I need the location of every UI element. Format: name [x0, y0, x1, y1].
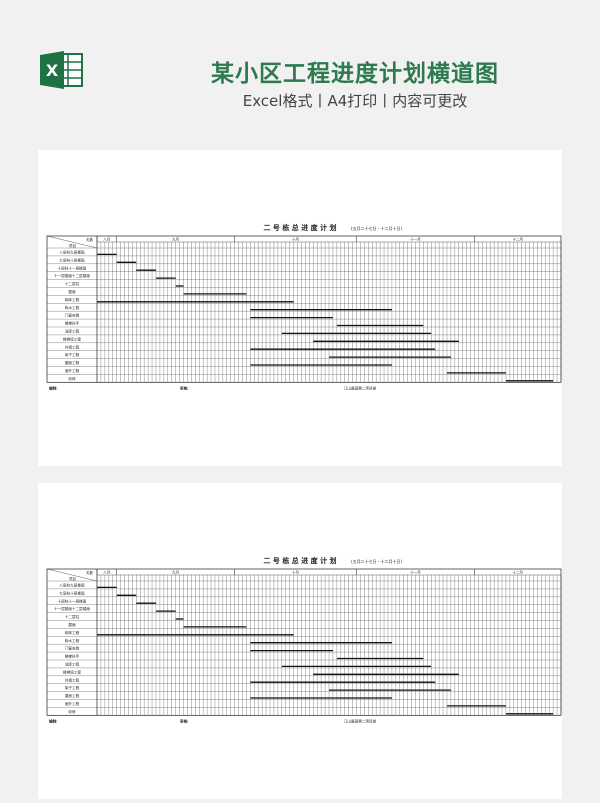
task-name: 门窗安装: [65, 313, 80, 318]
month-label: 九月: [172, 237, 179, 242]
task-name: 屋面工程: [65, 360, 80, 365]
task-name: 十二层柱: [65, 614, 80, 619]
table-border: [46, 568, 562, 716]
corner-diagonal: [46, 568, 98, 582]
svg-text:X: X: [46, 61, 59, 80]
task-name: 十层柱十一层楼面: [58, 265, 87, 270]
excel-logo-icon: X: [40, 50, 84, 90]
corner-bottom-label: 项目: [69, 243, 76, 248]
task-name: 室外工程: [65, 701, 80, 706]
month-label: 十月: [292, 570, 299, 575]
sheet-preview-1: 二 号 栋 总 进 度 计 划 (五月二十七日 - 十二月十日) 天数 项目 八月 九月十…: [38, 150, 562, 466]
task-name: 八层柱九层楼面: [59, 583, 85, 588]
task-name: 屋面工程: [65, 693, 80, 698]
sheet-title-note: (五月二十七日 - 十二月十日): [351, 558, 403, 564]
task-name: 架子工程: [65, 352, 80, 357]
month-label: 十月: [292, 237, 299, 242]
footer-reviewed: 审核:: [180, 385, 189, 390]
task-name: 九层柱十层楼面: [59, 257, 85, 262]
task-name: 架子工程: [65, 685, 80, 690]
footer-prepared: 编制:: [49, 385, 58, 390]
month-label: 八月: [103, 570, 110, 575]
task-name: 室外工程: [65, 368, 80, 373]
task-name: 门窗安装: [65, 646, 80, 651]
gantt-chart: 二 号 栋 总 进 度 计 划 (五月二十七日 - 十二月十日)天数项目八月 九月十…: [46, 223, 562, 390]
task-name: 屋面: [68, 289, 76, 294]
corner-diagonal: [46, 235, 98, 249]
task-name: 外墙工程: [65, 677, 80, 682]
task-name: 砌体工程: [65, 297, 80, 302]
page-title: 某小区工程进度计划横道图: [211, 61, 499, 87]
task-name: 收修: [68, 376, 76, 381]
task-name: 楼梯底工程: [63, 336, 81, 341]
task-name: 收修: [68, 709, 76, 714]
task-name: 十层柱十一层楼面: [58, 598, 87, 603]
sheet-title: 二 号 栋 总 进 度 计 划: [263, 223, 336, 232]
sheet-preview-2: 二 号 栋 总 进 度 计 划 (五月二十七日 - 十二月十日) 天数 项目 八月 九月十…: [38, 483, 562, 799]
footer-reviewed: 审核:: [180, 718, 189, 723]
task-name: 十一层楼面十二层楼面: [54, 606, 90, 611]
gantt-chart: 二 号 栋 总 进 度 计 划 (五月二十七日 - 十二月十日)天数项目八月 九月十…: [46, 556, 562, 723]
footer-org: 江山景园第二项目部: [344, 385, 377, 390]
task-name: 油漆工程: [65, 662, 80, 667]
corner-bottom-label: 项目: [69, 576, 76, 581]
month-label: 十一月: [410, 570, 421, 575]
month-label: 十二月: [512, 570, 523, 575]
footer-prepared: 编制:: [49, 718, 58, 723]
task-name: 楼梯扶手: [65, 654, 80, 659]
task-name: 九层柱十层楼面: [59, 590, 85, 595]
sheet-title-note: (五月二十七日 - 十二月十日): [351, 225, 403, 231]
corner-top-label: 天数: [86, 237, 93, 242]
month-label: 九月: [172, 570, 179, 575]
footer-org: 江山景园第二项目部: [344, 718, 377, 723]
task-name: 屋面: [68, 622, 76, 627]
page-subtitle: Excel格式丨A4打印丨内容可更改: [242, 92, 468, 110]
task-name: 楼梯扶手: [65, 321, 80, 326]
task-name: 砌体工程: [65, 630, 80, 635]
task-name: 十一层楼面十二层楼面: [54, 273, 90, 278]
month-label: 十一月: [410, 237, 421, 242]
task-name: 十二层柱: [65, 281, 80, 286]
month-label: 十二月: [512, 237, 523, 242]
task-name: 八层柱九层楼面: [59, 250, 85, 255]
task-name: 油漆工程: [65, 329, 80, 334]
corner-top-label: 天数: [86, 570, 93, 575]
table-border: [46, 235, 562, 383]
task-name: 粉水工程: [65, 305, 80, 310]
sheet-title: 二 号 栋 总 进 度 计 划: [263, 556, 336, 565]
month-label: 八月: [103, 237, 110, 242]
task-name: 楼梯底工程: [63, 669, 81, 674]
task-name: 外墙工程: [65, 344, 80, 349]
task-name: 粉水工程: [65, 638, 80, 643]
